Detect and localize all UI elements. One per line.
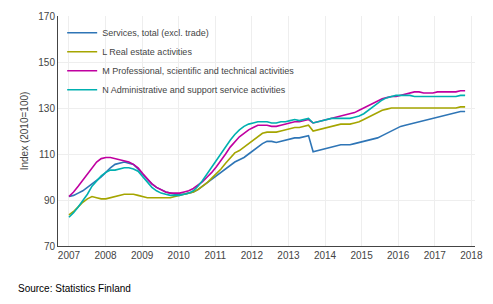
svg-text:2007: 2007 [58,250,81,261]
svg-text:2012: 2012 [241,250,264,261]
svg-text:Source: Statistics Finland: Source: Statistics Finland [18,283,131,294]
svg-text:2013: 2013 [277,250,300,261]
svg-text:2014: 2014 [314,250,337,261]
svg-text:2015: 2015 [350,250,373,261]
svg-text:2010: 2010 [168,250,191,261]
svg-text:2017: 2017 [424,250,447,261]
svg-text:130: 130 [38,103,55,114]
svg-text:110: 110 [39,149,55,160]
svg-text:Index (2010=100): Index (2010=100) [19,92,30,171]
svg-text:2011: 2011 [205,250,227,261]
svg-text:M Professional, scientific and: M Professional, scientific and technical… [102,66,294,76]
svg-text:2016: 2016 [387,250,410,261]
svg-text:2008: 2008 [94,250,117,261]
svg-text:170: 170 [38,11,55,22]
svg-text:Services, total (excl. trade): Services, total (excl. trade) [102,28,209,38]
svg-text:2009: 2009 [131,250,154,261]
svg-text:150: 150 [38,57,55,68]
svg-text:70: 70 [44,241,56,252]
svg-text:L Real estate activities: L Real estate activities [102,47,192,57]
svg-text:90: 90 [44,195,56,206]
svg-text:N Administrative and support s: N Administrative and support service act… [102,85,286,95]
svg-text:2018: 2018 [460,250,483,261]
